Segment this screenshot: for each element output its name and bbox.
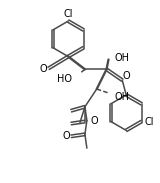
Text: OH: OH	[114, 92, 129, 102]
Text: Cl: Cl	[145, 117, 154, 126]
Text: O: O	[91, 115, 98, 126]
Text: HO: HO	[57, 74, 72, 84]
Text: Cl: Cl	[64, 9, 73, 19]
Text: O: O	[62, 131, 70, 141]
Text: OH: OH	[114, 53, 129, 63]
Text: O: O	[122, 71, 130, 81]
Text: O: O	[40, 64, 48, 74]
